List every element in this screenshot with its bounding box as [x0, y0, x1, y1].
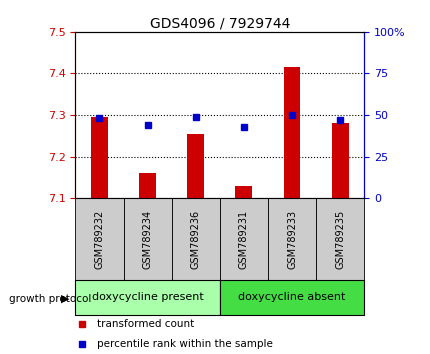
Text: GSM789234: GSM789234: [142, 209, 152, 269]
Bar: [267, 198, 315, 280]
Text: GSM789232: GSM789232: [94, 209, 104, 269]
Text: GSM789236: GSM789236: [190, 209, 200, 269]
Bar: [123, 198, 171, 280]
Text: doxycycline absent: doxycycline absent: [238, 292, 345, 302]
Bar: [139, 173, 156, 198]
Text: percentile rank within the sample: percentile rank within the sample: [96, 339, 272, 349]
Bar: [219, 280, 363, 315]
Text: GSM789233: GSM789233: [286, 209, 296, 269]
Bar: [315, 198, 363, 280]
Bar: [235, 186, 252, 198]
Bar: [187, 134, 204, 198]
Text: transformed count: transformed count: [96, 319, 194, 329]
Text: doxycycline present: doxycycline present: [92, 292, 203, 302]
Title: GDS4096 / 7929744: GDS4096 / 7929744: [149, 17, 289, 31]
Bar: [331, 123, 348, 198]
Text: ▶: ▶: [61, 294, 70, 304]
Bar: [75, 198, 123, 280]
Bar: [171, 198, 219, 280]
Bar: [283, 67, 300, 198]
Text: GSM789231: GSM789231: [238, 209, 248, 269]
Bar: [75, 280, 219, 315]
Bar: [91, 117, 108, 198]
Text: GSM789235: GSM789235: [335, 209, 344, 269]
Bar: [219, 198, 267, 280]
Text: growth protocol: growth protocol: [9, 294, 91, 304]
